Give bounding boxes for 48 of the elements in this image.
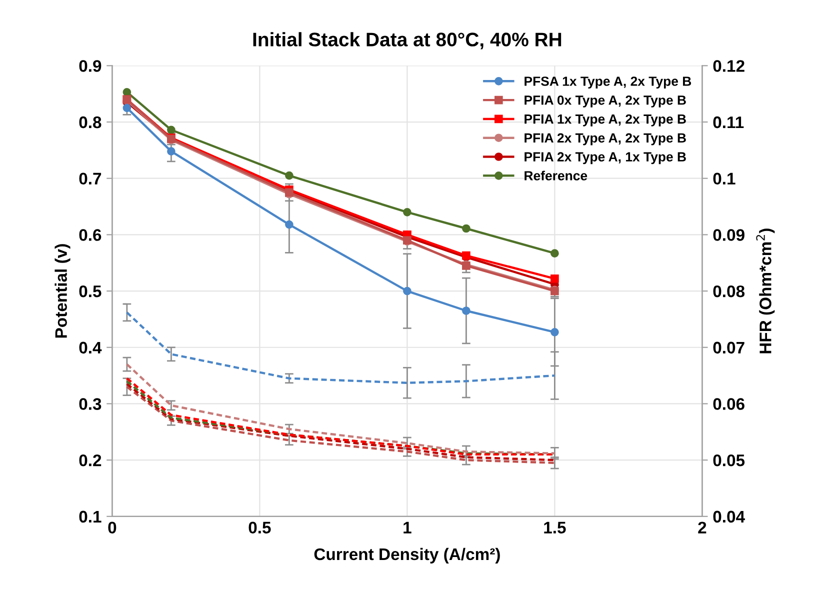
y-tick-label: 0.4 [79, 342, 102, 354]
point [550, 328, 559, 336]
x-tick-label: 2 [698, 522, 706, 534]
y2-tick-label: 0.05 [713, 454, 745, 466]
x-tick-label: 1.5 [544, 522, 566, 534]
line-series [126, 311, 556, 384]
legend-label: PFSA 1x Type A, 2x Type B [524, 76, 692, 89]
legend-label: PFIA 2x Type A, 2x Type B [524, 133, 686, 146]
legend-label: PFIA 0x Type A, 2x Type B [524, 95, 686, 108]
legend-label: Reference [524, 170, 588, 180]
point [285, 220, 294, 229]
point [167, 147, 176, 156]
y2-tick-label: 0.06 [713, 398, 744, 410]
legend-label: PFIA 2x Type A, 1x Type B [524, 152, 686, 164]
point [122, 104, 132, 112]
line-series [126, 363, 556, 454]
y2-tick-label: 0.07 [713, 342, 744, 354]
point [550, 249, 559, 258]
point [122, 88, 132, 96]
x-axis-title: Current Density (A/cm²) [314, 548, 500, 564]
y2-tick-label: 0.11 [713, 116, 744, 128]
point [462, 306, 470, 315]
y-tick-label: 0.7 [79, 172, 102, 185]
chart-title: Initial Stack Data at 80°C, 40% RH [253, 32, 562, 50]
y-tick-label: 0.2 [79, 454, 102, 466]
y-tick-label: 0.9 [79, 60, 102, 72]
y2-tick-label: 0.09 [713, 229, 744, 241]
y2-tick-label: 0.1 [713, 172, 736, 185]
x-tick-label: 0.5 [248, 522, 271, 534]
point [550, 274, 559, 283]
y2-tick-label: 0.08 [713, 285, 745, 298]
y-axis-title: Potential (v) [54, 244, 70, 338]
y-tick-label: 0.6 [79, 229, 102, 241]
x-tick-label: 1 [404, 522, 412, 534]
legend-label: PFIA 1x Type A, 2x Type B [524, 114, 686, 126]
y2-axis-title: HFR (Ohm*cm$^{2}$) [756, 228, 775, 354]
y-tick-label: 0.5 [79, 285, 102, 298]
y-tick-label: 0.1 [79, 510, 102, 523]
point [285, 171, 294, 180]
y-tick-label: 0.3 [79, 398, 102, 410]
x-tick-label: 0 [108, 522, 116, 534]
y2-tick-label: 0.04 [713, 510, 745, 523]
point [403, 208, 412, 216]
y2-tick-label: 0.12 [713, 60, 744, 72]
point [167, 126, 176, 134]
y-tick-label: 0.8 [79, 116, 102, 128]
point [462, 224, 470, 233]
point [403, 286, 412, 296]
